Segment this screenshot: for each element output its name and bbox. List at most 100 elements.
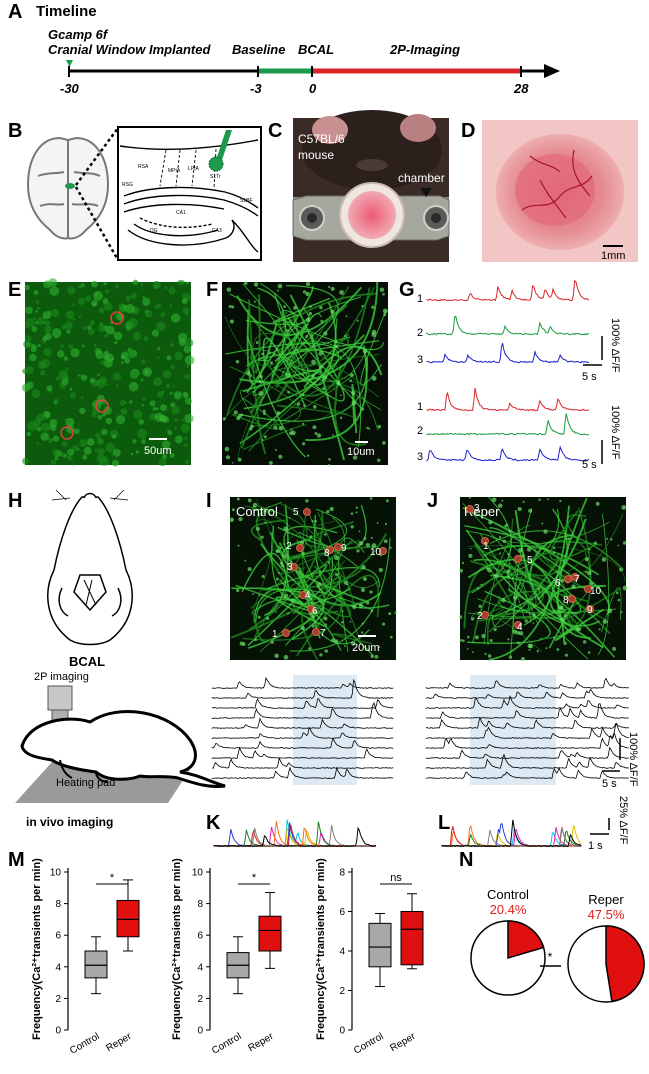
texture-dot [276,411,281,415]
m-significance-label: ns [390,872,402,884]
i-trace [211,746,394,759]
texture-dot [383,539,388,544]
window-site-marker [65,183,75,189]
region-rsa: RSA [138,164,149,170]
texture-dot [309,535,313,538]
texture-dot [319,365,324,369]
texture-dot [158,458,167,467]
texture-dot [258,594,261,597]
roi-label: 3 [287,562,293,573]
m-y-tick-label: 4 [55,962,61,973]
texture-dot [344,334,347,338]
texture-dot [236,497,240,501]
texture-dot [341,610,344,613]
texture-dot [261,438,264,441]
texture-dot [507,638,510,641]
texture-dot [270,640,274,644]
texture-dot [36,426,42,432]
texture-dot [331,638,336,643]
texture-dot [283,654,289,660]
texture-dot [382,292,385,296]
texture-dot [311,615,315,619]
texture-dot [576,627,580,632]
texture-dot [494,573,499,579]
texture-fiber [224,316,306,367]
texture-dot [301,373,304,377]
roi-label: 1 [483,541,489,552]
roi-marker [568,595,576,603]
texture-fiber [305,345,368,441]
texture-dot [486,511,488,514]
texture-fiber [248,384,379,452]
texture-dot [141,396,147,402]
m-y-tick-label: 10 [192,868,204,879]
texture-dot [385,310,388,312]
texture-dot [268,352,271,355]
texture-dot [350,512,354,515]
texture-dot [306,317,311,323]
m-y-tick-label: 2 [339,986,345,997]
texture-dot [162,370,172,379]
texture-dot [125,304,135,314]
texture-dot [308,313,311,316]
texture-dot [516,631,521,635]
texture-dot [80,283,85,288]
region-mpta: MPtA [168,168,181,174]
texture-dot [484,652,487,656]
event-gcamp: Gcamp 6f [48,27,109,42]
n-significance-label: * [548,950,553,964]
texture-fiber [271,364,356,418]
texture-dot [263,435,267,439]
g-trace-bottom [426,387,590,412]
texture-dot [512,629,518,635]
texture-dot [60,344,64,348]
texture-dot [340,394,342,397]
texture-dot [112,434,117,439]
ij-xscale-label: 5 s [602,778,617,790]
texture-dot [370,609,374,613]
texture-dot [35,300,40,304]
texture-dot [587,651,591,654]
texture-dot [68,344,74,349]
roi-label: 4 [305,590,311,601]
texture-dot [249,374,253,377]
texture-dot [229,517,234,523]
texture-fiber [601,587,622,633]
texture-dot [607,608,613,614]
texture-dot [536,649,539,653]
texture-dot [279,561,284,565]
texture-dot [467,635,470,639]
texture-dot [124,358,130,364]
texture-dot [82,325,87,330]
texture-dot [224,446,230,452]
texture-fiber [287,294,315,349]
texture-dot [186,365,189,368]
texture-dot [334,345,338,349]
texture-dot [37,343,41,347]
texture-dot [273,425,278,430]
panel-label-a: A [8,1,22,23]
texture-dot [394,611,398,614]
injection-pipette-icon [208,130,232,172]
pie-slice [605,925,645,1003]
texture-dot [184,332,188,336]
texture-dot [371,376,377,381]
region-s1tr: S1Tr [210,174,221,180]
texture-dot [508,529,512,533]
texture-dot [231,508,235,512]
texture-dot [325,623,328,626]
texture-dot [378,567,384,573]
texture-dot [155,415,159,418]
texture-dot [139,429,143,433]
texture-dot [161,390,165,394]
roi-label: 2 [286,541,292,552]
ij-traces [211,676,629,779]
m-category-label: Control [210,1031,243,1057]
texture-dot [335,573,339,577]
texture-dot [104,289,110,294]
texture-dot [166,355,172,361]
texture-dot [498,535,502,539]
texture-dot [527,643,533,649]
texture-dot [601,557,607,562]
texture-dot [236,588,240,593]
